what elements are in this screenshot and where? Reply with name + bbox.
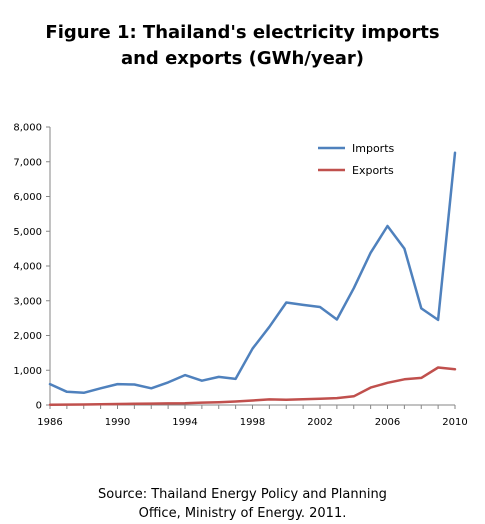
chart-title: Figure 1: Thailand's electricity imports… bbox=[0, 20, 485, 72]
y-tick-label: 7,000 bbox=[13, 157, 42, 168]
line-chart: 0 1,000 2,000 3,000 4,000 5,000 6,000 7,000 8,00… bbox=[13, 123, 468, 429]
x-tick-label: 1998 bbox=[240, 417, 265, 428]
y-axis-ticks: 0 1,000 2,000 3,000 4,000 5,000 6,000 7,000 8,00… bbox=[13, 123, 50, 412]
x-tick-label: 1986 bbox=[37, 417, 62, 428]
x-tick-label: 2006 bbox=[375, 417, 400, 428]
chart-title-line-2: and exports (GWh/year) bbox=[120, 48, 365, 69]
legend-label-exports: Exports bbox=[352, 164, 394, 177]
series-line-imports bbox=[48, 151, 457, 395]
x-axis-ticks: 1986 1990 1994 1998 2002 2006 2010 bbox=[37, 405, 468, 428]
chart-axes bbox=[49, 127, 455, 406]
chart-legend: Imports Exports bbox=[318, 142, 395, 177]
y-tick-label: 0 bbox=[36, 401, 42, 412]
y-tick-label: 1,000 bbox=[13, 366, 42, 377]
x-tick-label: 1994 bbox=[172, 417, 197, 428]
x-tick-label: 2010 bbox=[442, 417, 467, 428]
x-tick-label: 1990 bbox=[105, 417, 130, 428]
y-tick-label: 5,000 bbox=[13, 227, 42, 238]
y-tick-label: 3,000 bbox=[13, 296, 42, 307]
x-tick-label: 2002 bbox=[307, 417, 332, 428]
chart-series bbox=[48, 151, 457, 406]
y-tick-label: 2,000 bbox=[13, 331, 42, 342]
y-tick-label: 8,000 bbox=[13, 123, 42, 134]
y-tick-label: 4,000 bbox=[13, 262, 42, 273]
y-tick-label: 6,000 bbox=[13, 192, 42, 203]
legend-label-imports: Imports bbox=[352, 142, 395, 155]
source-line-1: Source: Thailand Energy Policy and Plann… bbox=[98, 487, 387, 502]
series-line-exports bbox=[48, 366, 457, 406]
source-note: Source: Thailand Energy Policy and Plann… bbox=[0, 485, 485, 523]
chart-title-line-1: Figure 1: Thailand's electricity imports bbox=[45, 22, 440, 43]
source-line-2: Office, Ministry of Energy. 2011. bbox=[138, 506, 347, 521]
